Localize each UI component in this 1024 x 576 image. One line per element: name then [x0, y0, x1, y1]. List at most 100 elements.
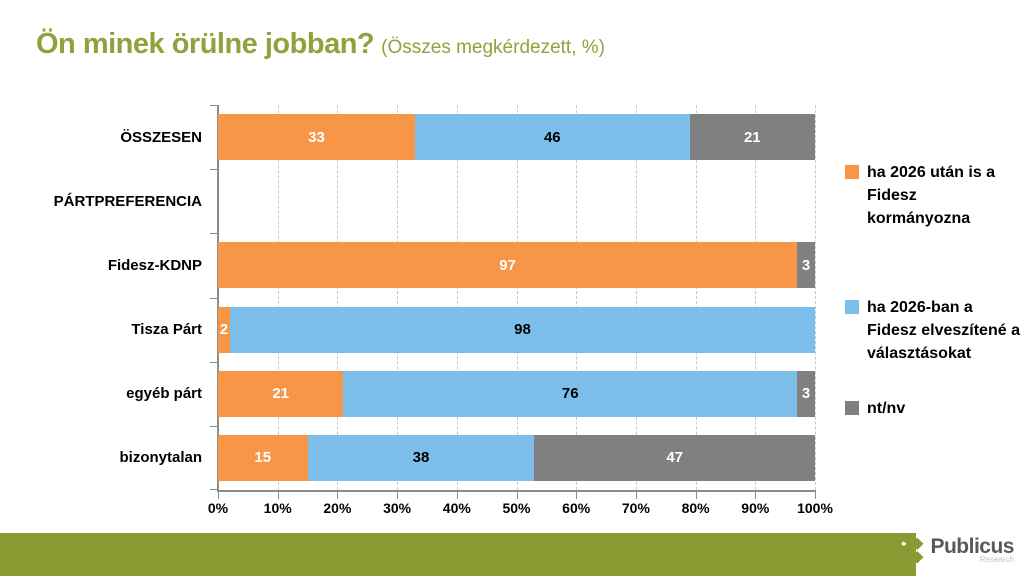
- bar-row: 15 38 47: [218, 426, 815, 490]
- bar-segment: 33: [218, 114, 415, 160]
- page-title: Ön minek örülne jobban? (Összes megkérdez…: [36, 28, 605, 61]
- gridline: [815, 105, 816, 490]
- category-label: egyéb párt: [126, 385, 202, 403]
- bar-row: 21 76 3: [218, 362, 815, 426]
- stacked-bar: 33 46 21: [218, 114, 815, 160]
- x-axis-tick: [576, 492, 578, 499]
- bar-row: 97 3: [218, 233, 815, 297]
- x-tick-label: 90%: [741, 500, 770, 516]
- gridline: [635, 105, 637, 490]
- legend-label: nt/nv: [867, 400, 906, 417]
- legend-label: ha 2026 után is a Fidesz kormányozna: [867, 164, 996, 227]
- category-label: Tisza Párt: [131, 321, 202, 339]
- legend-item-orange: ha 2026 után is a Fidesz kormányozna: [845, 161, 1023, 230]
- publicus-logo-text: Publicus Research: [930, 535, 1014, 564]
- bar-value-label: 33: [308, 128, 325, 146]
- y-axis-tick: [210, 425, 218, 427]
- publicus-logo: Publicus Research: [897, 535, 1014, 564]
- gridline: [456, 105, 458, 490]
- x-tick-label: 100%: [797, 500, 833, 516]
- gridline: [516, 105, 518, 490]
- category-label: ÖSSZESEN: [120, 128, 202, 146]
- bar-segment: 21: [689, 114, 815, 160]
- bar-value-label: 98: [514, 321, 531, 338]
- x-tick-label: 60%: [562, 500, 591, 516]
- x-axis-tick: [815, 492, 816, 499]
- brand-subtitle: Research: [979, 555, 1014, 564]
- category-labels: ÖSSZESEN PÁRTPREFERENCIA Fidesz-KDNP Tisza …: [0, 105, 210, 490]
- stacked-bar: 21 76 3: [218, 370, 815, 417]
- category-label: bizonytalan: [119, 449, 202, 467]
- x-axis-tick: [635, 492, 637, 499]
- x-tick-label: 50%: [502, 500, 531, 516]
- y-axis-tick: [210, 361, 218, 363]
- x-tick-label: 70%: [621, 500, 650, 516]
- x-axis-tick: [755, 492, 757, 499]
- x-tick-label: 20%: [323, 500, 352, 516]
- bar-value-label: 46: [543, 128, 561, 146]
- bar-segment: 21: [218, 370, 344, 417]
- x-axis-tick: [695, 492, 697, 499]
- bar-segment: 76: [343, 370, 798, 417]
- x-tick-label: 40%: [442, 500, 471, 516]
- bar-value-label: 38: [412, 449, 430, 467]
- bar-segment: 98: [229, 306, 815, 353]
- publicus-diamonds-icon: [898, 537, 924, 564]
- x-tick-label: 0%: [207, 500, 229, 516]
- gridline: [755, 105, 757, 490]
- bar-row: [218, 169, 815, 233]
- x-axis-line: [217, 490, 816, 499]
- x-axis-tick: [456, 492, 458, 499]
- bar-row: 33 46 21: [218, 105, 815, 169]
- bar-value-label: 97: [499, 256, 516, 274]
- bar-value-label: 76: [561, 385, 579, 403]
- legend-swatch-blue-icon: [845, 300, 859, 314]
- bar-segment: 3: [797, 370, 815, 417]
- gridline: [576, 105, 578, 490]
- x-axis-tick: [337, 492, 339, 499]
- bar-segment: 97: [218, 242, 798, 289]
- category-label: Fidesz-KDNP: [107, 256, 202, 274]
- bar-value-label: 15: [254, 449, 272, 467]
- gridline: [695, 105, 697, 490]
- legend-item-gray: nt/nv: [845, 397, 1023, 420]
- legend: ha 2026 után is a Fidesz kormányozna ha …: [845, 161, 1023, 420]
- x-tick-label: 10%: [263, 500, 292, 516]
- brand-name: Publicus: [930, 535, 1014, 558]
- bar-segment: 46: [415, 114, 690, 160]
- bar-value-label: 2: [219, 321, 229, 338]
- plot-area: 33 46 21 97 3 2 98 21 76 3 15 38 47: [210, 105, 816, 490]
- y-axis-tick: [210, 105, 218, 106]
- stacked-bar: [218, 178, 815, 224]
- bar-segment: 2: [218, 306, 230, 353]
- y-axis-tick: [210, 297, 218, 299]
- bar-value-label: 21: [272, 385, 290, 403]
- bar-row: 2 98: [218, 298, 815, 362]
- x-axis-labels: 0% 10% 20% 30% 40% 50% 60% 70% 80% 90% 100%: [208, 500, 833, 520]
- title-main: Ön minek örülne jobban?: [36, 28, 375, 60]
- stacked-bar: 97 3: [218, 242, 815, 289]
- gridline: [337, 105, 339, 490]
- y-axis-tick: [210, 169, 218, 171]
- y-axis-tick: [210, 489, 218, 490]
- x-axis-tick: [397, 492, 399, 499]
- x-tick-label: 80%: [681, 500, 710, 516]
- y-axis-line: [217, 105, 219, 490]
- gridline: [277, 105, 279, 490]
- category-label: PÁRTPREFERENCIA: [53, 192, 202, 210]
- x-axis-tick: [277, 492, 279, 499]
- y-axis-tick: [210, 233, 218, 235]
- bar-value-label: 21: [743, 128, 761, 146]
- legend-label: ha 2026-ban a Fidesz elveszítené a válas…: [867, 299, 1020, 362]
- x-axis-tick: [516, 492, 518, 499]
- title-subtitle: (Összes megkérdezett, %): [381, 37, 605, 58]
- stacked-bar: 2 98: [218, 306, 815, 353]
- bar-value-label: 3: [801, 256, 811, 274]
- footer-band: [0, 533, 916, 576]
- legend-swatch-gray-icon: [845, 401, 859, 415]
- legend-item-blue: ha 2026-ban a Fidesz elveszítené a válas…: [845, 296, 1023, 365]
- bar-segment: 38: [307, 434, 535, 481]
- bar-segment: 3: [797, 242, 815, 289]
- x-axis-tick: [218, 492, 219, 499]
